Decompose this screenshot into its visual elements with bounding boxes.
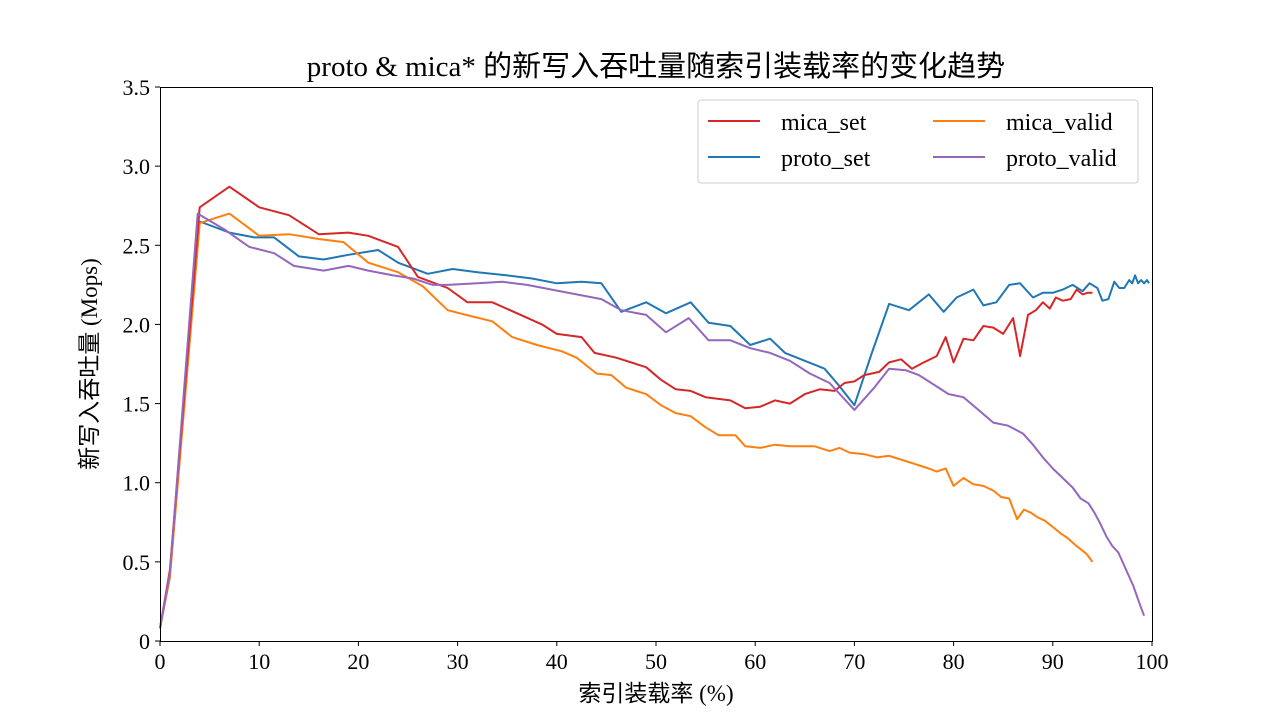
- y-tick-label: 0.5: [123, 550, 151, 575]
- x-tick-label: 90: [1042, 649, 1064, 674]
- y-tick-label: 2.0: [123, 312, 151, 337]
- series-line-mica-set: [159, 185, 1093, 629]
- x-tick-label: 20: [347, 649, 369, 674]
- legend-label-proto-set: proto_set: [781, 146, 871, 172]
- legend-label-mica-set: mica_set: [781, 110, 867, 136]
- x-tick-label: 70: [843, 649, 865, 674]
- x-tick-label: 80: [943, 649, 965, 674]
- legend-label-mica-valid: mica_valid: [1006, 110, 1113, 136]
- x-tick-label: 0: [155, 649, 166, 674]
- x-tick-label: 40: [546, 649, 568, 674]
- ticks-layer: 0 10 20 30 40 50 60 70 80 90 100 0 0.5 1.0 1.5 2.0 2.5 3.…: [123, 75, 1169, 674]
- x-tick-label: 50: [645, 649, 667, 674]
- x-axis-label: 索引装载率 (%): [578, 681, 733, 706]
- y-tick-label: 1.5: [123, 392, 151, 417]
- x-tick-label: 10: [248, 649, 270, 674]
- series-line-mica-valid: [159, 212, 1094, 629]
- x-tick-label: 30: [447, 649, 469, 674]
- legend-label-proto-valid: proto_valid: [1006, 146, 1117, 172]
- y-axis-label: 新写入吞吐量 (Mops): [77, 258, 102, 469]
- series-line-proto-valid: [159, 212, 1146, 629]
- x-tick-label: 100: [1136, 649, 1169, 674]
- legend: mica_set proto_set mica_valid proto_vali…: [697, 99, 1139, 184]
- legend-box: [697, 99, 1139, 184]
- x-tick-label: 60: [744, 649, 766, 674]
- chart-title: proto & mica* 的新写入吞吐量随索引装载率的变化趋势: [307, 50, 1005, 83]
- y-tick-label: 1.0: [123, 471, 151, 496]
- y-tick-label: 3.5: [123, 75, 151, 100]
- series-layer: [159, 185, 1150, 629]
- y-tick-label: 2.5: [123, 233, 151, 258]
- plot-frame: [160, 87, 1153, 642]
- y-tick-label: 3.0: [123, 154, 151, 179]
- y-tick-label: 0: [139, 629, 150, 654]
